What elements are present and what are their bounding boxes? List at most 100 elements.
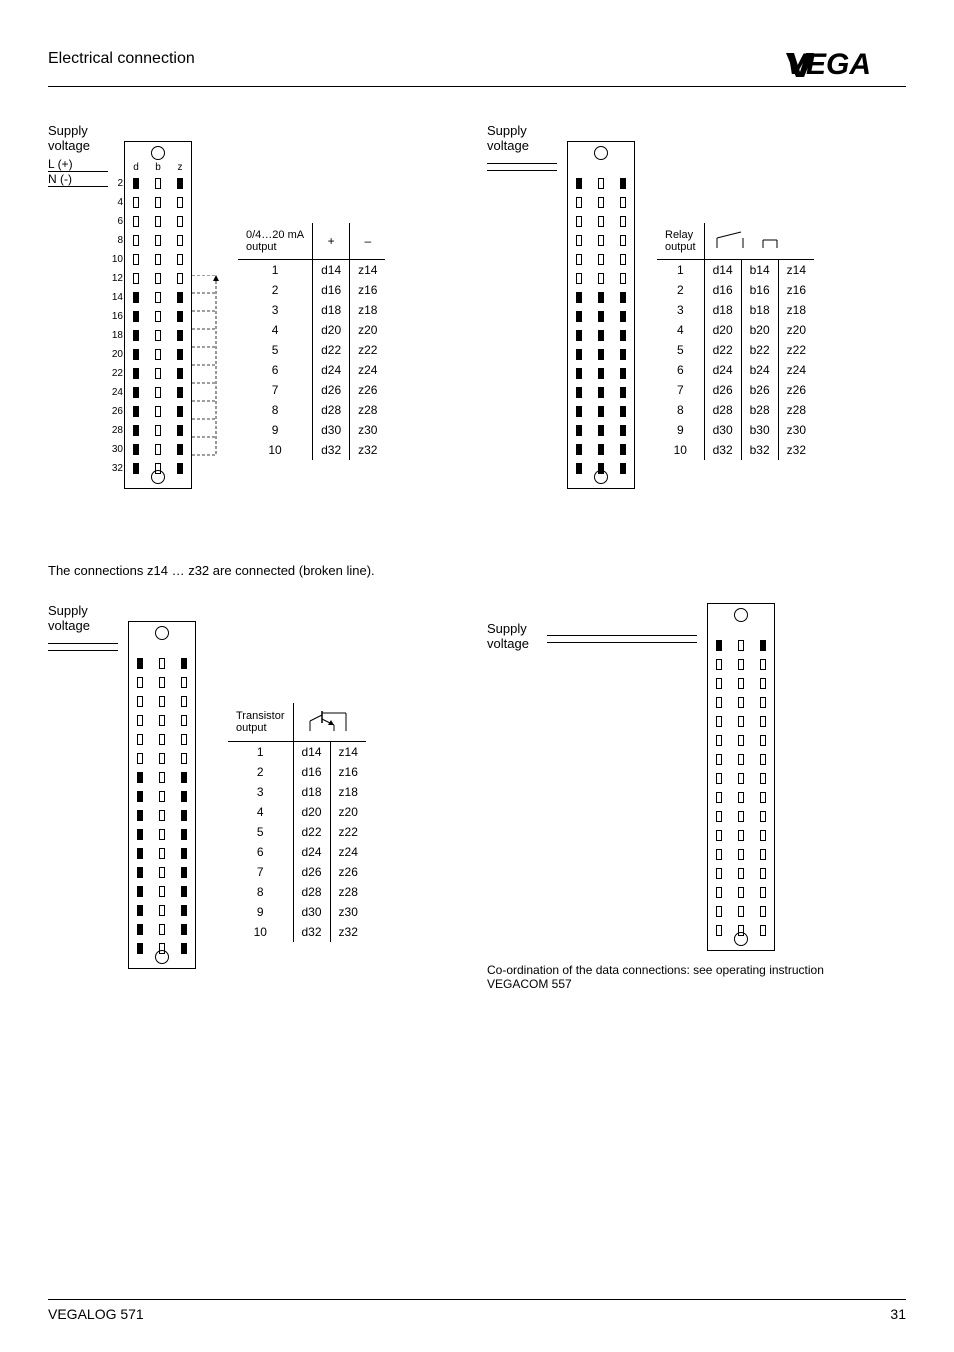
row-number: 12 — [111, 273, 123, 284]
pin — [598, 197, 604, 208]
pin — [716, 716, 722, 727]
pin-row — [708, 657, 774, 671]
table-row: 7d26z26 — [238, 380, 385, 400]
table-cell: b22 — [741, 340, 778, 360]
pin-row — [129, 751, 195, 765]
pin — [133, 235, 139, 246]
pin-row — [708, 638, 774, 652]
pin — [159, 810, 165, 821]
pin — [177, 463, 183, 474]
transistor-symbol — [293, 703, 366, 742]
pin-row — [708, 847, 774, 861]
pin — [620, 425, 626, 436]
pin-row — [568, 328, 634, 342]
pin — [159, 943, 165, 954]
table-cell: d16 — [704, 280, 741, 300]
table-cell: d18 — [313, 300, 350, 320]
row-number: 24 — [111, 387, 123, 398]
pin — [620, 387, 626, 398]
row-number: 20 — [111, 349, 123, 360]
table-row: 6d24z24 — [238, 360, 385, 380]
supply-line — [547, 635, 697, 643]
pin — [738, 754, 744, 765]
table-cell: d20 — [704, 320, 741, 340]
pin — [620, 368, 626, 379]
table-row: 1d14z14 — [238, 260, 385, 281]
table-cell: b16 — [741, 280, 778, 300]
table-row: 7d26b26z26 — [657, 380, 814, 400]
pin — [137, 734, 143, 745]
pin — [155, 235, 161, 246]
table-cell: z26 — [330, 862, 366, 882]
pin — [177, 292, 183, 303]
pin — [738, 925, 744, 936]
pin — [760, 906, 766, 917]
pin-row — [568, 309, 634, 323]
col-plus: + — [313, 223, 350, 260]
pin — [137, 696, 143, 707]
table-cell: 10 — [238, 440, 313, 460]
pin — [177, 368, 183, 379]
pin — [133, 406, 139, 417]
pin — [598, 235, 604, 246]
pin — [159, 677, 165, 688]
pin — [181, 753, 187, 764]
pin-row: 24 — [125, 385, 191, 399]
pin — [760, 773, 766, 784]
broken-line-z — [192, 275, 232, 475]
pin — [133, 330, 139, 341]
pin-row — [568, 385, 634, 399]
table-cell: z22 — [330, 822, 366, 842]
pin — [177, 406, 183, 417]
pin — [159, 924, 165, 935]
pin — [620, 254, 626, 265]
pin-row — [568, 404, 634, 418]
table-cell: 2 — [657, 280, 704, 300]
pin-row: 4 — [125, 195, 191, 209]
pin — [155, 444, 161, 455]
pin — [159, 829, 165, 840]
pin — [598, 311, 604, 322]
broken-line-note: The connections z14 … z32 are connected … — [48, 563, 906, 583]
pin — [738, 868, 744, 879]
pin — [716, 868, 722, 879]
connector-tr — [567, 141, 635, 489]
table-cell: 9 — [657, 420, 704, 440]
pin-row: 10 — [125, 252, 191, 266]
pin — [760, 735, 766, 746]
pin — [620, 235, 626, 246]
table-cell: b32 — [741, 440, 778, 460]
pin — [760, 659, 766, 670]
table-cell: z32 — [330, 922, 366, 942]
pin — [576, 387, 582, 398]
pin — [716, 754, 722, 765]
pin-row: 18 — [125, 328, 191, 342]
pin-row — [129, 656, 195, 670]
table-cell: 9 — [228, 902, 293, 922]
pin — [159, 905, 165, 916]
table-row: 9d30b30z30 — [657, 420, 814, 440]
pin — [760, 697, 766, 708]
pin-row — [129, 903, 195, 917]
pin — [576, 235, 582, 246]
pin — [177, 425, 183, 436]
col-minus: – — [350, 223, 386, 260]
table-row: 9d30z30 — [238, 420, 385, 440]
pin-row — [129, 865, 195, 879]
table-cell: 1 — [238, 260, 313, 281]
mount-hole-top — [151, 146, 165, 160]
table-cell: 10 — [657, 440, 704, 460]
table-row: 6d24b24z24 — [657, 360, 814, 380]
pin-row: 14 — [125, 290, 191, 304]
pin — [133, 178, 139, 189]
pin — [738, 678, 744, 689]
pin-row — [129, 789, 195, 803]
pin — [155, 349, 161, 360]
table-cell: d26 — [293, 862, 330, 882]
diagram-relay-output: Supply voltage Relay output — [487, 123, 906, 503]
table-cell: z28 — [330, 882, 366, 902]
connector-tl: d b z 2468101214161820222426283032 — [124, 141, 192, 489]
table-cell: z28 — [350, 400, 386, 420]
relay-symbol — [704, 223, 814, 260]
pin — [133, 216, 139, 227]
